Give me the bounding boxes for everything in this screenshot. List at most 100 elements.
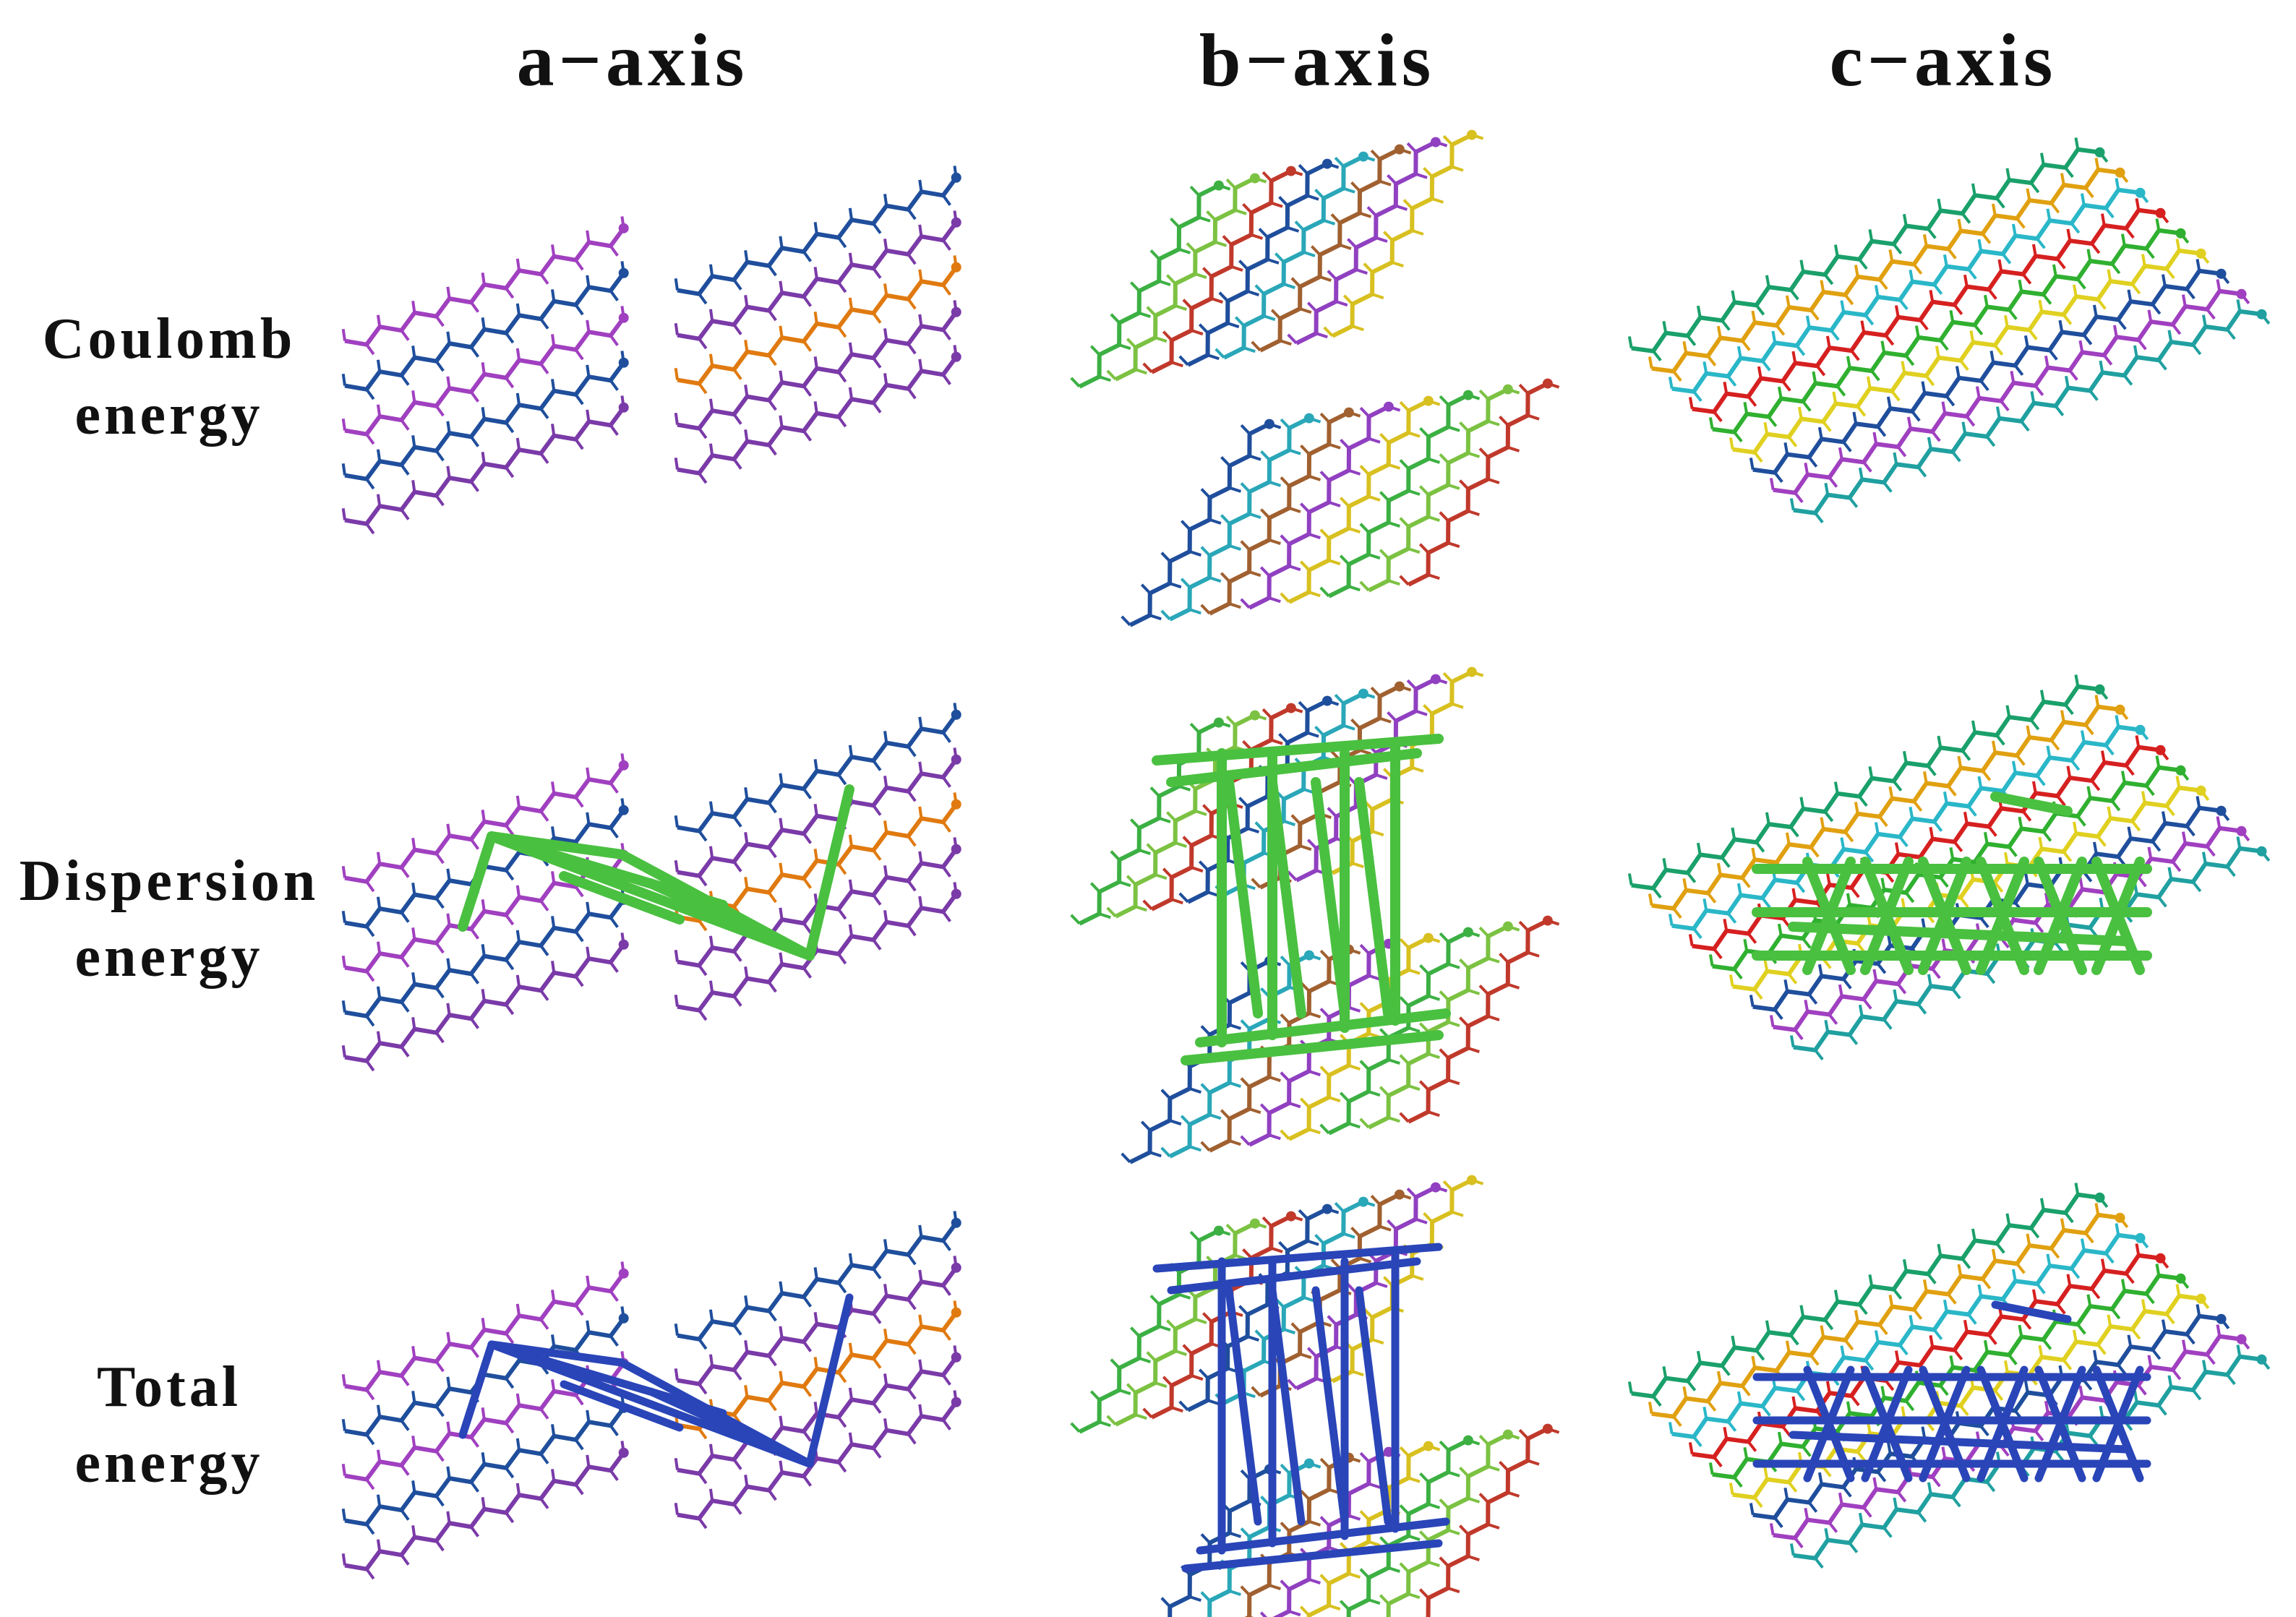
- molecule-chain: [341, 351, 629, 490]
- bond: [1688, 934, 1694, 947]
- framework-cylinder: [1788, 922, 2130, 946]
- molecule-chain: [341, 1261, 629, 1401]
- bond: [1648, 356, 1653, 369]
- framework-cylinder: [1311, 1286, 1349, 1526]
- framework-cylinder: [1268, 1286, 1306, 1526]
- backbone: [1150, 168, 1293, 374]
- bond: [1688, 1442, 1694, 1455]
- atom: [951, 351, 961, 362]
- backbone: [1222, 154, 1365, 360]
- atom: [1423, 1441, 1434, 1451]
- backbone: [1752, 268, 2222, 475]
- atom: [618, 312, 629, 323]
- bond: [1070, 377, 1081, 388]
- bond: [1627, 873, 1633, 886]
- bond: [1627, 336, 1633, 349]
- bond: [341, 328, 346, 341]
- molecule-chain: [1668, 178, 2149, 402]
- molecule-chain: [1251, 144, 1412, 353]
- atom: [2216, 268, 2227, 279]
- backbone: [1186, 698, 1329, 904]
- bond: [1729, 1483, 1734, 1496]
- molecule-chain: [674, 882, 961, 1021]
- bond: [341, 1418, 346, 1431]
- atom: [1303, 413, 1314, 424]
- molecule-chain: [1323, 129, 1484, 338]
- bond: [1708, 417, 1714, 430]
- framework-cylinder: [1225, 1286, 1262, 1526]
- molecule-chain: [1319, 390, 1481, 599]
- backbone: [677, 265, 959, 386]
- backbone: [1327, 393, 1470, 599]
- bond: [674, 278, 679, 291]
- atom: [951, 262, 961, 273]
- framework-cylinder: [2034, 857, 2087, 975]
- framework-cylinder: [2091, 857, 2145, 975]
- atom: [2236, 288, 2247, 299]
- molecule-chain: [674, 345, 961, 484]
- molecule-chain: [341, 753, 629, 893]
- atom: [1213, 1225, 1224, 1236]
- backbone: [344, 316, 626, 437]
- bond: [1160, 1146, 1171, 1158]
- bond: [674, 1457, 679, 1470]
- atom: [2236, 825, 2247, 836]
- framework-cylinder: [1789, 1431, 2130, 1454]
- row-label: Dispersion: [20, 849, 320, 913]
- atom: [951, 888, 961, 899]
- molecule-chain: [1121, 419, 1282, 627]
- atom: [1249, 710, 1260, 721]
- atom: [2155, 207, 2166, 218]
- atom: [1264, 419, 1275, 429]
- bond: [674, 1323, 679, 1336]
- atom: [951, 1307, 961, 1318]
- backbone: [677, 1355, 959, 1476]
- molecule-chain: [341, 798, 629, 938]
- framework-cylinder: [487, 1340, 727, 1417]
- bond: [1251, 340, 1261, 352]
- molecule-chain: [341, 1441, 629, 1580]
- atom: [1285, 703, 1296, 713]
- backbone: [344, 763, 626, 884]
- molecule-chain: [1648, 1203, 2129, 1427]
- bond: [1142, 1407, 1153, 1419]
- atom: [1358, 151, 1368, 162]
- bond: [1668, 914, 1674, 927]
- molecule-chain: [1648, 695, 2129, 919]
- molecule-chain: [1339, 1435, 1481, 1617]
- backbone: [1367, 924, 1509, 1130]
- backbone: [1367, 387, 1509, 593]
- atom: [1430, 674, 1441, 685]
- bond: [1251, 878, 1261, 889]
- framework-cylinder: [1990, 792, 2073, 816]
- atom: [1462, 1435, 1473, 1446]
- bond: [1106, 369, 1117, 381]
- atom: [1394, 681, 1405, 692]
- bond: [1106, 906, 1117, 918]
- bond: [1769, 1523, 1775, 1536]
- atom: [1249, 1218, 1260, 1229]
- molecule-chain: [1418, 1423, 1560, 1617]
- atom: [1430, 137, 1441, 147]
- bond: [674, 367, 679, 380]
- bond: [1708, 954, 1714, 967]
- framework-cylinder: [1195, 1008, 1451, 1047]
- backbone: [344, 1271, 626, 1392]
- bond: [1688, 397, 1694, 410]
- bond: [1070, 914, 1081, 925]
- bond: [1648, 893, 1653, 906]
- atom: [2216, 805, 2227, 816]
- bond: [1200, 604, 1211, 615]
- atom: [1358, 688, 1368, 699]
- framework-cylinder: [1167, 1257, 1421, 1295]
- molecule-chain: [674, 1256, 961, 1395]
- framework-cylinder: [458, 831, 497, 932]
- molecule-chain: [674, 255, 961, 395]
- atom: [2115, 704, 2125, 715]
- backbone: [344, 271, 626, 392]
- bond: [1280, 592, 1290, 604]
- framework-cylinder: [1354, 777, 1393, 1018]
- atom: [1358, 1196, 1368, 1207]
- atom: [2135, 724, 2146, 735]
- backbone: [1331, 132, 1473, 338]
